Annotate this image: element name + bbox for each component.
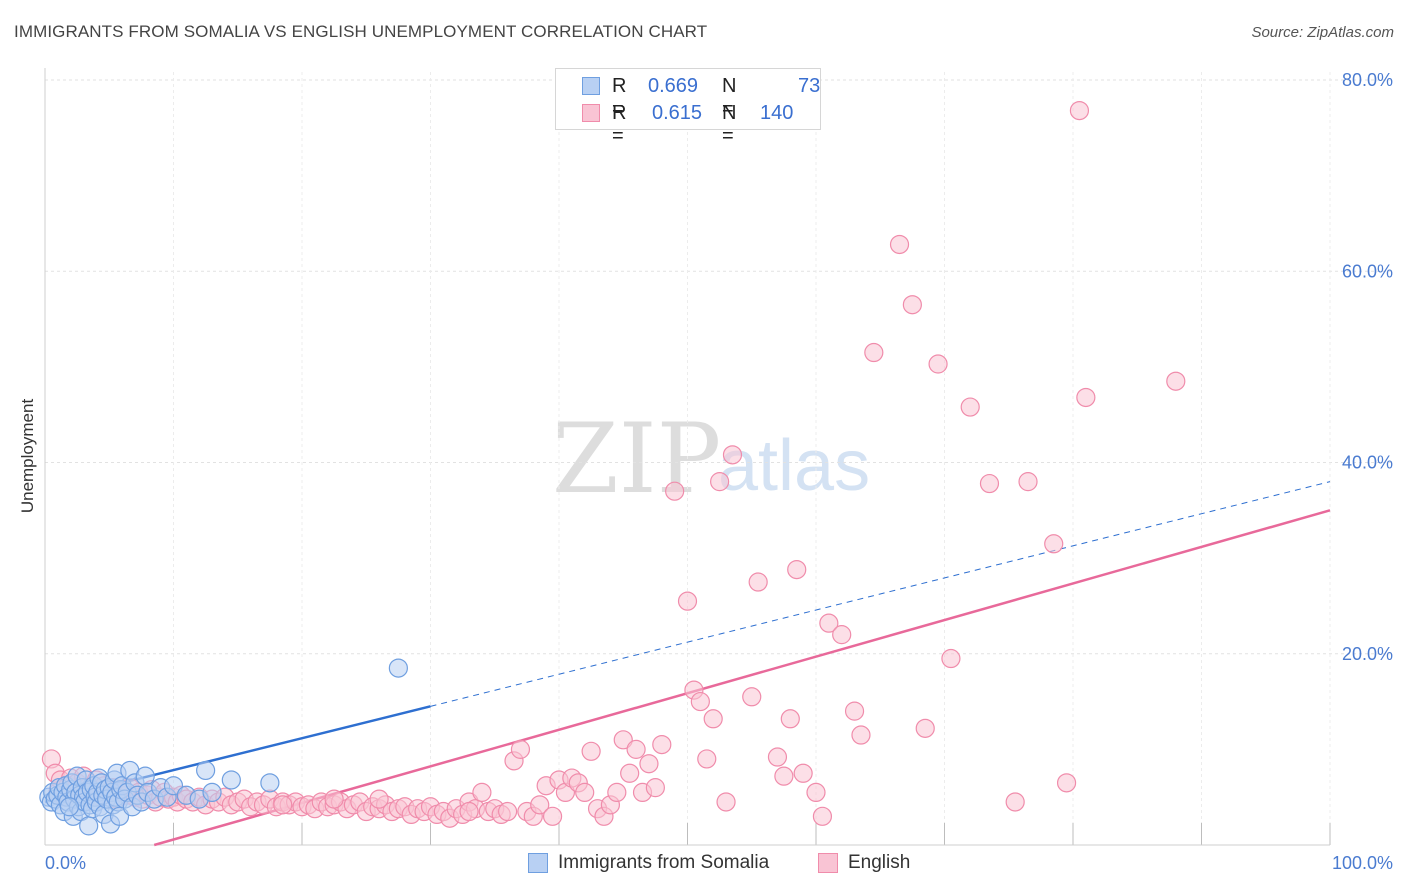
english-point — [575, 782, 595, 803]
somalia-point — [196, 760, 216, 781]
english-point — [324, 789, 344, 809]
tick-labels: 20.0% 40.0% 60.0% 80.0% 0.0% 100.0% — [45, 70, 1393, 873]
watermark: ZIP atlas — [552, 403, 870, 515]
english-point — [742, 687, 762, 707]
somalia-point — [135, 766, 155, 786]
somalia-point — [388, 658, 408, 678]
english-point — [941, 648, 961, 669]
english-point — [639, 754, 659, 774]
y-tick-label: 40.0% — [1342, 453, 1393, 473]
source-label: Source: ZipAtlas.com — [1251, 24, 1394, 41]
english-trend-line — [153, 509, 1331, 847]
legend-r-value: 0.615 — [652, 102, 703, 124]
bottom-legend-label-somalia: Immigrants from Somalia — [558, 852, 770, 873]
x-tick-label: 100.0% — [1332, 853, 1393, 873]
english-point — [1005, 792, 1025, 812]
axes — [44, 68, 1331, 846]
somalia-point — [221, 770, 241, 790]
english-point — [716, 792, 736, 812]
english-point — [915, 718, 935, 738]
x-tick-label: 0.0% — [45, 853, 86, 873]
bottom-legend-swatch-somalia — [528, 853, 548, 873]
english-point — [1056, 773, 1077, 793]
english-point — [774, 766, 794, 786]
english-point — [1044, 534, 1064, 554]
bottom-legend-swatch-english — [818, 853, 838, 873]
english-point — [459, 801, 479, 822]
legend-n-value: 73 — [798, 75, 821, 97]
english-point — [780, 709, 800, 729]
english-point — [819, 613, 839, 633]
english-point — [607, 782, 627, 803]
english-point — [889, 234, 910, 255]
english-point — [542, 806, 563, 826]
somalia-point — [202, 782, 222, 803]
english-point — [793, 763, 813, 783]
y-tick-label: 80.0% — [1342, 70, 1393, 90]
legend-r-value: 0.669 — [648, 75, 699, 97]
english-point — [652, 734, 672, 755]
y-tick-label: 60.0% — [1342, 261, 1393, 281]
stats-legend: R = 0.669 N = 73 R = 0.615 N = 140 — [555, 68, 821, 147]
somalia-point — [163, 776, 184, 796]
english-point — [928, 354, 948, 374]
english-point — [665, 481, 685, 501]
data-points — [39, 100, 1186, 836]
y-tick-label: 20.0% — [1342, 644, 1393, 664]
legend-n-label: N = — [722, 102, 737, 147]
english-point — [697, 749, 717, 769]
watermark-zip: ZIP — [552, 403, 721, 515]
english-point — [710, 472, 730, 492]
english-point — [806, 782, 826, 803]
english-point — [510, 739, 531, 759]
english-point — [832, 625, 852, 645]
english-point — [703, 709, 723, 729]
english-point — [748, 572, 768, 592]
english-point — [530, 795, 550, 815]
somalia-point — [79, 816, 99, 836]
english-point — [472, 782, 492, 803]
english-point — [787, 559, 807, 580]
english-point — [620, 763, 640, 783]
english-point — [677, 591, 698, 611]
english-point — [626, 739, 646, 759]
english-point — [1076, 387, 1096, 408]
english-point — [581, 741, 601, 761]
english-point — [1069, 100, 1090, 121]
english-point — [690, 691, 710, 712]
grid-lines — [45, 72, 1392, 845]
legend-n-label: N = — [722, 75, 737, 120]
english-point — [273, 795, 293, 815]
english-point — [1018, 472, 1038, 492]
legend-swatch-english — [582, 104, 600, 122]
english-point — [864, 342, 884, 363]
english-point — [767, 747, 788, 767]
english-point — [369, 789, 389, 809]
legend-r-label: R = — [612, 75, 627, 120]
somalia-point — [59, 797, 80, 817]
english-point — [902, 295, 922, 315]
bottom-legend-label-english: English — [848, 852, 911, 873]
english-point — [844, 701, 865, 721]
english-point — [812, 806, 833, 826]
somalia-point — [260, 773, 280, 793]
somalia-point — [109, 806, 130, 826]
english-point — [851, 725, 871, 745]
somalia-points — [39, 658, 408, 836]
chart-title: IMMIGRANTS FROM SOMALIA VS ENGLISH UNEMP… — [14, 22, 708, 41]
somalia-trend-dashed — [430, 481, 1331, 707]
legend-r-label: R = — [612, 102, 627, 147]
english-point — [1166, 371, 1186, 391]
watermark-atlas: atlas — [718, 426, 870, 506]
legend-swatch-somalia — [582, 77, 600, 95]
legend-n-value: 140 — [760, 102, 794, 124]
english-point — [979, 473, 1000, 494]
english-point — [498, 801, 518, 822]
english-point — [960, 397, 980, 417]
english-point — [645, 778, 665, 798]
english-point — [722, 445, 743, 465]
english-point — [613, 730, 633, 750]
